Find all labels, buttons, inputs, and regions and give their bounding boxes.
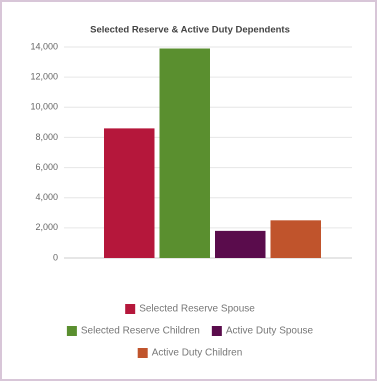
y-tick-label: 0 bbox=[53, 252, 58, 262]
y-tick-label: 10,000 bbox=[30, 102, 58, 112]
y-tick-label: 4,000 bbox=[35, 192, 58, 202]
legend-swatch bbox=[125, 304, 136, 314]
y-tick-label: 6,000 bbox=[35, 162, 58, 172]
legend-label: Selected Reserve Children bbox=[81, 326, 200, 337]
bar bbox=[159, 48, 210, 258]
legend-swatch bbox=[66, 326, 77, 336]
y-tick-label: 2,000 bbox=[35, 222, 58, 232]
legend-label: Selected Reserve Spouse bbox=[139, 304, 255, 315]
legend-swatch bbox=[211, 326, 222, 336]
bar bbox=[215, 230, 266, 258]
bar bbox=[104, 128, 155, 258]
legend-label: Active Duty Children bbox=[152, 348, 243, 359]
y-tick-label: 8,000 bbox=[35, 132, 58, 142]
y-tick-label: 14,000 bbox=[30, 41, 58, 51]
y-tick-label: 12,000 bbox=[30, 72, 58, 82]
bar bbox=[270, 220, 321, 258]
legend-swatch bbox=[137, 348, 148, 358]
chart-title: Selected Reserve & Active Duty Dependent… bbox=[90, 25, 290, 36]
legend-label: Active Duty Spouse bbox=[226, 326, 314, 337]
